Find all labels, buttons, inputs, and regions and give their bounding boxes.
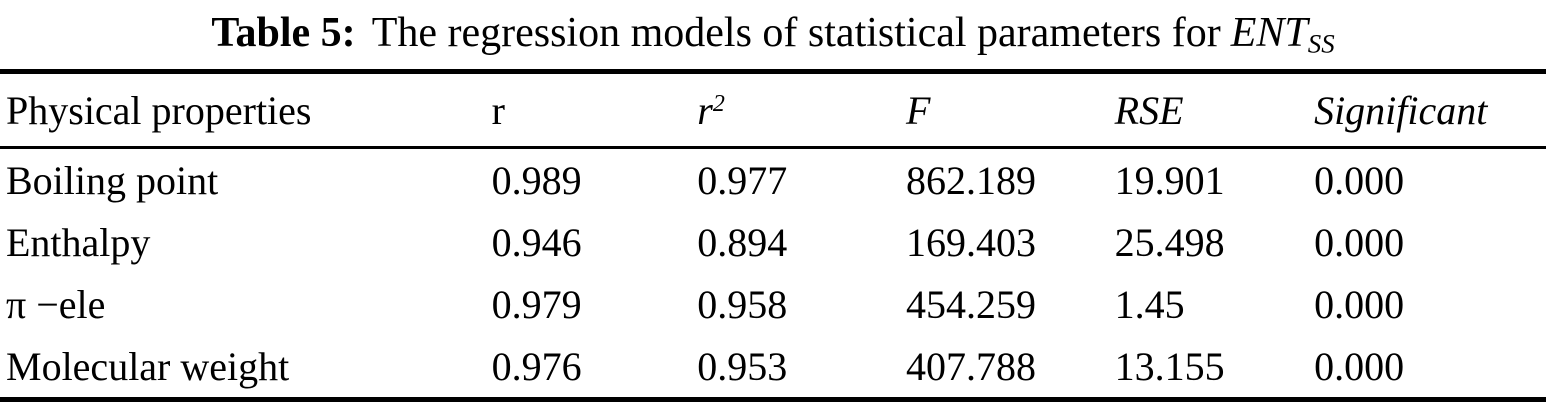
cell-significant: 0.000 bbox=[1314, 281, 1405, 327]
cell-property: Molecular weight bbox=[6, 343, 290, 389]
cell-r-squared: 0.953 bbox=[697, 343, 788, 389]
table-caption-label: Table 5: bbox=[211, 10, 356, 56]
table-caption-variable: ENTSS bbox=[1230, 10, 1335, 59]
col-header-f: F bbox=[905, 87, 931, 133]
cell-r: 0.946 bbox=[491, 219, 582, 265]
table-top-rule bbox=[0, 69, 1546, 74]
cell-rse: 19.901 bbox=[1114, 157, 1225, 203]
table-row-boiling-point: Boiling point 0.989 0.977 862.189 19.901… bbox=[0, 149, 1546, 211]
cell-r-squared: 0.894 bbox=[697, 219, 788, 265]
table-row-pi-ele: π −ele 0.979 0.958 454.259 1.45 0.000 bbox=[0, 273, 1546, 335]
cell-rse: 1.45 bbox=[1114, 281, 1185, 327]
cell-r: 0.979 bbox=[491, 281, 582, 327]
cell-r-squared: 0.958 bbox=[697, 281, 788, 327]
table-row-molecular-weight: Molecular weight 0.976 0.953 407.788 13.… bbox=[0, 335, 1546, 397]
cell-significant: 0.000 bbox=[1314, 157, 1405, 203]
cell-property: Boiling point bbox=[6, 157, 219, 203]
cell-property: Enthalpy bbox=[6, 219, 151, 265]
table-header-row: Physical properties r r2 F RSE Significa… bbox=[0, 74, 1546, 146]
col-header-significant: Significant bbox=[1314, 87, 1488, 133]
cell-rse: 13.155 bbox=[1114, 343, 1225, 389]
table-caption-variable-base: ENT bbox=[1230, 10, 1308, 56]
col-header-r-squared-exponent: 2 bbox=[712, 90, 725, 117]
table-caption-variable-subscript: SS bbox=[1307, 28, 1335, 59]
col-header-rse: RSE bbox=[1114, 87, 1184, 133]
cell-significant: 0.000 bbox=[1314, 343, 1405, 389]
cell-r: 0.989 bbox=[491, 157, 582, 203]
table-caption: Table 5: The regression models of statist… bbox=[0, 0, 1546, 69]
col-header-r-squared-base: r bbox=[697, 87, 713, 133]
col-header-physical-properties: Physical properties bbox=[6, 87, 312, 133]
cell-f: 169.403 bbox=[905, 219, 1036, 265]
table-bottom-rule bbox=[0, 397, 1546, 402]
table-row-enthalpy: Enthalpy 0.946 0.894 169.403 25.498 0.00… bbox=[0, 211, 1546, 273]
table-caption-text: The regression models of statistical par… bbox=[371, 10, 1221, 56]
cell-property: π −ele bbox=[6, 281, 106, 327]
col-header-r: r bbox=[491, 87, 505, 133]
cell-f: 454.259 bbox=[905, 281, 1036, 327]
cell-rse: 25.498 bbox=[1114, 219, 1225, 265]
cell-r: 0.976 bbox=[491, 343, 582, 389]
cell-significant: 0.000 bbox=[1314, 219, 1405, 265]
cell-r-squared: 0.977 bbox=[697, 157, 788, 203]
cell-f: 862.189 bbox=[905, 157, 1036, 203]
cell-f: 407.788 bbox=[905, 343, 1036, 389]
col-header-r-squared: r2 bbox=[697, 87, 906, 134]
table-header-rule bbox=[0, 146, 1546, 149]
